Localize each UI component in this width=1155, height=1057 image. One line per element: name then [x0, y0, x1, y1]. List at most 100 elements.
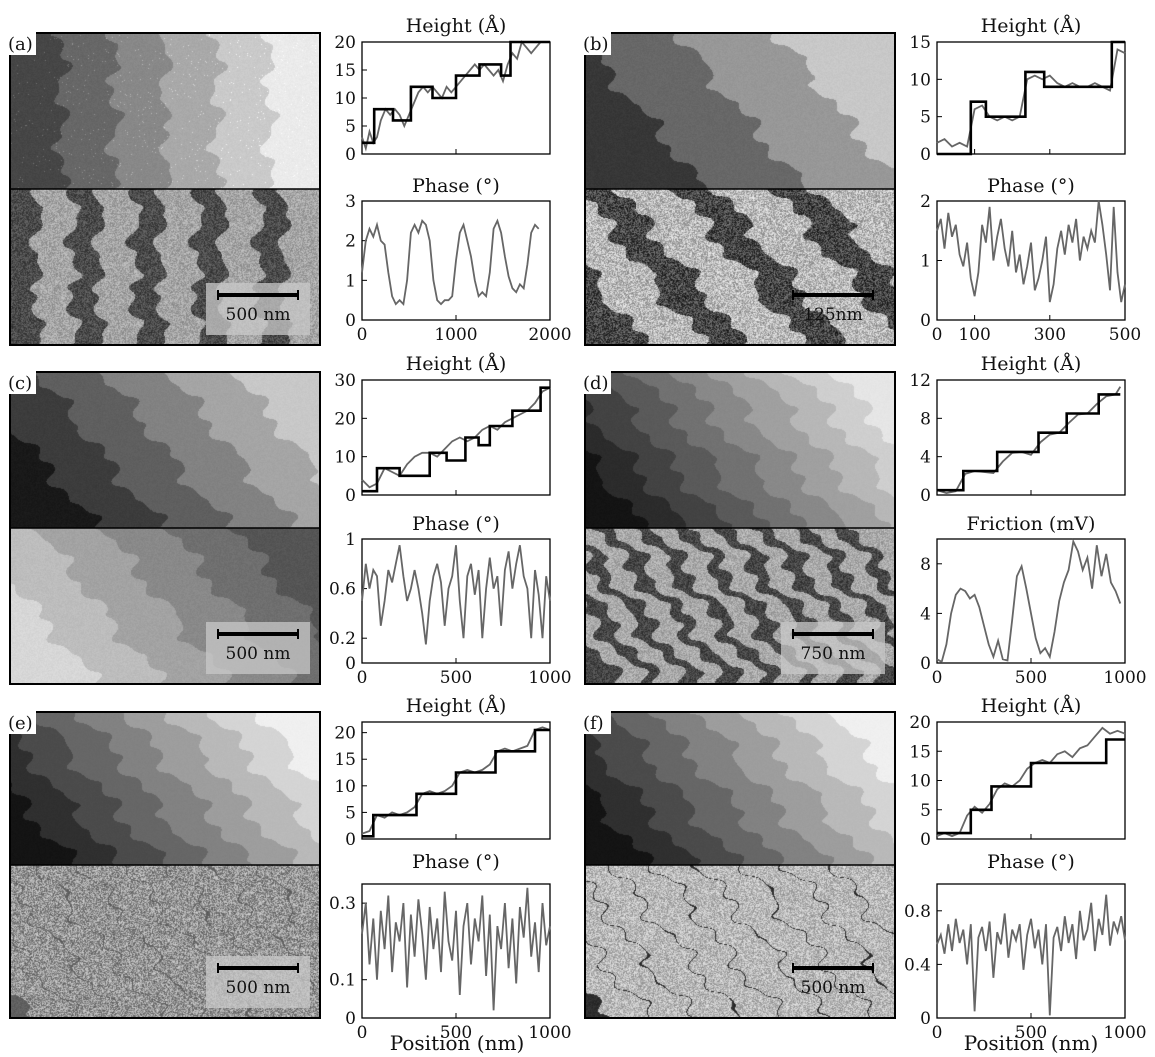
x-tick-label: 500: [1015, 668, 1047, 688]
afm-topography-image: [10, 372, 320, 528]
y-tick-label: 10: [334, 448, 356, 468]
y-tick-label: 12: [909, 371, 931, 391]
x-tick-label: 0: [932, 1023, 943, 1043]
scale-bar-label: 500 nm: [226, 305, 291, 325]
plot-frame: [936, 379, 1126, 496]
panel-b: (b) 125nm: [581, 32, 896, 346]
image-frame: [9, 711, 321, 1019]
y-tick-label: 0: [920, 830, 931, 850]
scale-bar-label: 750 nm: [801, 644, 866, 664]
series-signal: [936, 200, 1126, 303]
chart-c-bottom: Phase (°)00.20.610 500 1000: [329, 513, 572, 688]
y-tick-label: 0: [920, 486, 931, 506]
image-frame: [584, 32, 896, 346]
chart-f-bottom: Phase (°) 0 0.4 0.8 0 500 1000: [904, 851, 1147, 1043]
chart-e-bottom: Phase (°) 0 0.1 0.3 0 500 1000: [329, 851, 572, 1043]
x-tick-label: 500: [440, 1023, 472, 1043]
scale-bar-label: 125nm: [803, 305, 863, 325]
chart-d-bottom: Friction (mV) 0 4 8 0 500 1000: [920, 513, 1146, 688]
x-tick-label: 1000: [528, 668, 571, 688]
y-tick-label: 15: [909, 742, 931, 762]
y-tick-label: 20: [334, 33, 356, 53]
series-signal: [361, 545, 551, 645]
panel-label: (a): [8, 34, 33, 55]
scale-bar-box: [781, 622, 885, 674]
panel-label: (e): [8, 713, 33, 734]
scale-bar-label: 500 nm: [226, 644, 291, 664]
x-tick-label: 500: [440, 668, 472, 688]
y-tick-label: 10: [334, 89, 356, 109]
afm-topography-image: [585, 372, 895, 528]
x-tick-label: 500: [1109, 325, 1141, 345]
chart-e-top: Height (Å) 0 5 10 15 20: [334, 695, 551, 850]
panel-label: (c): [8, 373, 32, 394]
y-tick-label: 0.4: [904, 955, 931, 975]
x-tick-label: 1000: [1103, 668, 1146, 688]
panel-label-bg: [581, 371, 611, 394]
chart-title: Height (Å): [406, 15, 507, 37]
series-measured: [936, 386, 1122, 495]
chart-title: Phase (°): [412, 175, 500, 197]
y-tick-label: 0: [920, 145, 931, 165]
y-tick-label: 0: [920, 654, 931, 674]
y-tick-label: 10: [909, 772, 931, 792]
series-signal: [936, 538, 1122, 664]
afm-topography-image: [10, 712, 320, 865]
y-tick-label: 3: [345, 192, 356, 212]
chart-title: Height (Å): [981, 695, 1082, 717]
series-signal: [936, 894, 1126, 1016]
plot-frame: [936, 538, 1126, 664]
y-tick-label: 0: [345, 1009, 356, 1029]
chart-b-bottom: Phase (°) 0 1 2 0 100 300 500: [920, 175, 1141, 345]
chart-title: Friction (mV): [967, 513, 1096, 535]
y-tick-label: 20: [909, 713, 931, 733]
series-measured: [936, 48, 1126, 148]
series-signal: [361, 218, 540, 307]
x-axis-label-right: Position (nm): [964, 1031, 1099, 1055]
y-tick-label: 0.1: [329, 971, 356, 991]
scale-bar-label: 500 nm: [801, 978, 866, 998]
panel-f: (f) 500 nm: [581, 711, 896, 1019]
x-tick-label: 0: [932, 668, 943, 688]
panel-label: (d): [583, 373, 609, 394]
panel-c: (c) 500 nm: [6, 371, 321, 685]
chart-title: Phase (°): [987, 851, 1075, 873]
x-tick-label: 500: [1015, 1023, 1047, 1043]
y-tick-label: 2: [345, 232, 356, 252]
y-tick-label: 8: [920, 409, 931, 429]
plot-frame: [936, 41, 1126, 155]
image-frame: [9, 371, 321, 685]
y-tick-label: 2: [920, 192, 931, 212]
scale-bar-label: 500 nm: [226, 978, 291, 998]
series-fit: [362, 386, 550, 493]
afm-signal-image: [585, 865, 895, 1018]
y-tick-label: 0: [345, 145, 356, 165]
chart-a-bottom: Phase (°) 0 1 2 3 0 1000 2000: [345, 175, 571, 345]
chart-a-top: Height (Å) 0 5 10 15 20: [334, 15, 551, 165]
panel-label-bg: [581, 32, 611, 55]
scale-bar-box: [206, 283, 310, 335]
y-tick-label: 20: [334, 724, 356, 744]
x-tick-label: 1000: [434, 325, 477, 345]
x-tick-label: 100: [958, 325, 990, 345]
y-tick-label: 15: [334, 750, 356, 770]
series-measured: [361, 40, 550, 152]
plot-frame: [361, 379, 551, 496]
chart-title: Height (Å): [406, 695, 507, 717]
y-tick-label: 5: [920, 801, 931, 821]
y-tick-label: 0: [345, 654, 356, 674]
series-signal: [361, 887, 551, 1011]
chart-title: Phase (°): [987, 175, 1075, 197]
chart-c-top: Height (Å) 0 10 20 30: [334, 353, 551, 506]
y-tick-label: 5: [345, 117, 356, 137]
y-tick-label: 0.8: [904, 902, 931, 922]
y-tick-label: 0.2: [329, 629, 356, 649]
x-tick-label: 0: [932, 325, 943, 345]
panel-label-bg: [6, 371, 36, 394]
chart-b-top: Height (Å) 0 5 10 15: [909, 15, 1126, 165]
series-fit: [937, 738, 1125, 835]
y-tick-label: 5: [345, 803, 356, 823]
chart-title: Phase (°): [412, 513, 500, 535]
